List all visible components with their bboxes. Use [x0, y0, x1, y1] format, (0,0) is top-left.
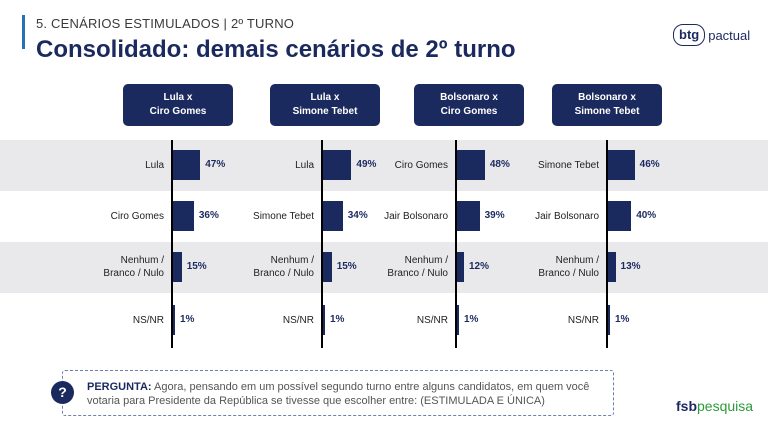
scenario-header: Bolsonaro x Simone Tebet [552, 84, 662, 126]
value-label: 1% [464, 314, 479, 325]
row-band-1 [0, 140, 768, 191]
scenario-header-line1: Bolsonaro x [578, 92, 636, 103]
bar [173, 305, 175, 335]
category-label: Ciro Gomes [44, 210, 164, 223]
category-label: Lula [44, 159, 164, 172]
category-label-line: NS/NR [132, 314, 164, 326]
value-label: 39% [484, 210, 505, 221]
page-title: Consolidado: demais cenários de 2º turno [36, 36, 516, 63]
bar [323, 305, 325, 335]
question-body: Agora, pensando em um possível segundo t… [87, 381, 590, 407]
category-label: NS/NR [479, 314, 599, 327]
category-label-line: Simone Tebet [538, 159, 599, 171]
category-label: Ciro Gomes [328, 159, 448, 172]
bar [323, 150, 352, 180]
category-label: NS/NR [328, 314, 448, 327]
scenario-header-line1: Lula x [163, 92, 193, 103]
category-label-line: Jair Bolsonaro [535, 210, 599, 222]
logo-pactual-text: pactual [708, 27, 751, 43]
value-label: 46% [639, 159, 660, 170]
scenario-header: Bolsonaro x Ciro Gomes [414, 84, 524, 126]
bar [608, 150, 635, 180]
category-label: Lula [194, 159, 314, 172]
bar [608, 201, 632, 231]
value-label: 40% [636, 210, 657, 221]
question-text: PERGUNTA: Agora, pensando em um possível… [87, 380, 607, 408]
question-label: PERGUNTA: [87, 381, 152, 393]
category-label: Nenhum / Branco / Nulo [328, 254, 448, 280]
chart-axis-line [321, 140, 323, 348]
category-label: Nenhum / Branco / Nulo [194, 254, 314, 280]
btg-pactual-logo: btg pactual [673, 24, 750, 46]
value-label: 48% [489, 159, 510, 170]
row-band-3 [0, 242, 768, 293]
scenario-header: Lula x Simone Tebet [270, 84, 380, 126]
category-label-line: Branco / Nulo [387, 268, 448, 279]
value-label: 47% [205, 159, 226, 170]
category-label-line: Ciro Gomes [110, 210, 164, 222]
section-label: 5. CENÁRIOS ESTIMULADOS | 2º TURNO [36, 16, 295, 31]
value-label: 15% [186, 261, 207, 272]
bar [457, 201, 480, 231]
category-label: Nenhum / Branco / Nulo [479, 254, 599, 280]
category-label-line: NS/NR [282, 314, 314, 326]
value-label: 1% [180, 314, 195, 325]
category-label-line: NS/NR [416, 314, 448, 326]
category-label-line: Branco / Nulo [103, 268, 164, 279]
bar [457, 252, 464, 282]
value-label: 1% [615, 314, 630, 325]
category-label-line: Nenhum / [555, 255, 599, 266]
value-label: 1% [330, 314, 345, 325]
scenario-header-line2: Simone Tebet [292, 106, 358, 117]
category-label: Jair Bolsonaro [479, 210, 599, 223]
category-label-line: Nenhum / [270, 255, 314, 266]
category-label: Jair Bolsonaro [328, 210, 448, 223]
bar [323, 252, 332, 282]
bar [173, 252, 182, 282]
chart-axis-line [455, 140, 457, 348]
bar [173, 201, 194, 231]
bar [457, 305, 459, 335]
scenario-header-line1: Lula x [310, 92, 340, 103]
category-label-line: Branco / Nulo [538, 268, 599, 279]
scenario-header-line2: Ciro Gomes [149, 106, 207, 117]
value-label: 36% [198, 210, 219, 221]
scenario-header-line2: Ciro Gomes [440, 106, 498, 117]
category-label-line: Nenhum / [404, 255, 448, 266]
category-label-line: Lula [295, 159, 314, 171]
accent-bar [22, 15, 25, 49]
chart-axis-line [171, 140, 173, 348]
category-label: NS/NR [194, 314, 314, 327]
category-label-line: Ciro Gomes [394, 159, 448, 171]
category-label-line: Nenhum / [120, 255, 164, 266]
value-label: 15% [336, 261, 357, 272]
category-label-line: Simone Tebet [253, 210, 314, 222]
value-label: 13% [620, 261, 641, 272]
value-label: 12% [468, 261, 489, 272]
category-label: Simone Tebet [479, 159, 599, 172]
scenario-header: Lula x Ciro Gomes [123, 84, 233, 126]
scenario-header-line1: Bolsonaro x [440, 92, 498, 103]
bar [457, 150, 485, 180]
logo-btg-text: btg [673, 24, 706, 46]
value-label: 49% [356, 159, 377, 170]
fsb-pesquisa-logo: fsbpesquisa [676, 398, 753, 414]
bar [323, 201, 343, 231]
category-label: NS/NR [44, 314, 164, 327]
fsb-text: fsb [676, 398, 697, 414]
pesquisa-text: pesquisa [697, 398, 754, 414]
category-label: Nenhum / Branco / Nulo [44, 254, 164, 280]
category-label: Simone Tebet [194, 210, 314, 223]
value-label: 34% [347, 210, 368, 221]
question-mark-icon: ? [51, 381, 74, 404]
scenario-header-line2: Simone Tebet [574, 106, 640, 117]
category-label-line: Jair Bolsonaro [384, 210, 448, 222]
bar [608, 252, 616, 282]
category-label-line: Branco / Nulo [253, 268, 314, 279]
bar [608, 305, 610, 335]
chart-axis-line [606, 140, 608, 348]
category-label-line: NS/NR [567, 314, 599, 326]
category-label-line: Lula [145, 159, 164, 171]
bar [173, 150, 201, 180]
